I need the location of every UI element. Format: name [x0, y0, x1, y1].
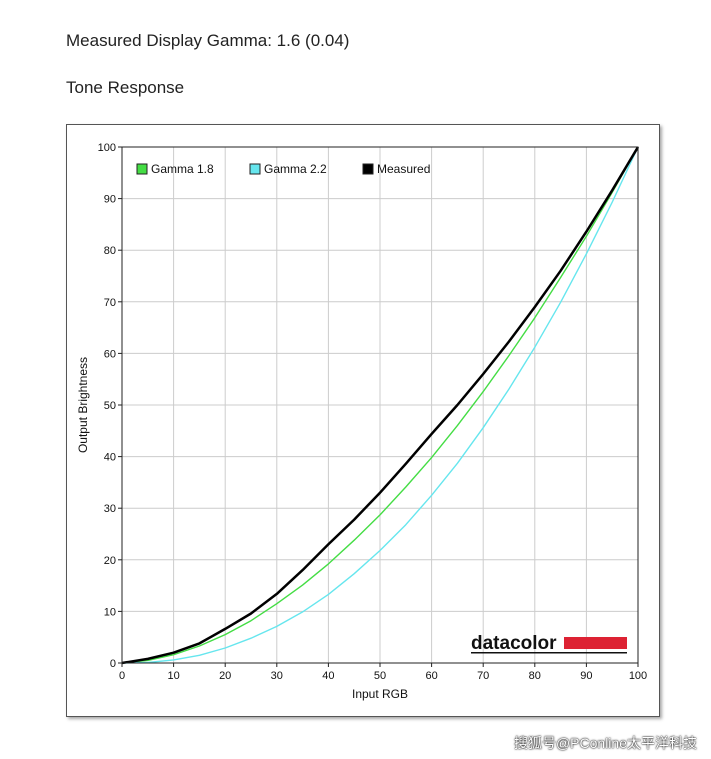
legend-label: Measured [377, 162, 430, 176]
x-tick-label: 20 [219, 670, 231, 682]
legend-label: Gamma 2.2 [264, 162, 327, 176]
grid-layer [121, 146, 639, 664]
series-line-gamma22 [121, 146, 639, 664]
x-axis-label: Input RGB [352, 687, 408, 701]
watermark-text: 搜狐号@PConline太平洋科技 [513, 735, 697, 751]
x-tick-label: 50 [374, 670, 386, 682]
x-tick-label: 30 [271, 670, 283, 682]
y-tick-label: 100 [98, 142, 116, 154]
x-tick-label: 100 [629, 670, 647, 682]
y-axis-label: Output Brightness [76, 357, 90, 453]
chart-canvas: 0 10 20 30 40 50 60 70 80 90 100 0 10 20 30 40 50 60 70 80 9… [76, 142, 648, 701]
legend-swatch [136, 163, 148, 175]
legend-item-gamma22: Gamma 2.2 [249, 162, 327, 176]
series-layer [121, 146, 640, 665]
tone-response-chart: 0 10 20 30 40 50 60 70 80 90 100 0 10 20 30 40 50 60 70 80 9… [66, 124, 660, 717]
y-tick-label: 10 [104, 606, 116, 618]
y-tick-label: 60 [104, 348, 116, 360]
x-tick-label: 90 [580, 670, 592, 682]
series-line-gamma18 [121, 146, 639, 664]
legend-swatch [249, 163, 261, 175]
legend-swatch [362, 163, 374, 175]
series-line-measured [121, 146, 640, 665]
y-tick-label: 20 [104, 555, 116, 567]
x-tick-label: 10 [167, 670, 179, 682]
y-tick-label: 80 [104, 245, 116, 257]
x-tick-label: 60 [425, 670, 437, 682]
y-tick-label: 90 [104, 194, 116, 206]
axis-layer: 0 10 20 30 40 50 60 70 80 90 100 0 10 20 30 40 50 60 70 80 9… [98, 142, 648, 682]
datacolor-logo-bar [564, 637, 627, 649]
datacolor-logo-underline [471, 652, 627, 654]
datacolor-logo-text: datacolor [471, 633, 557, 654]
measured-gamma-heading: Measured Display Gamma: 1.6 (0.04) [66, 31, 350, 50]
chart-legend: Gamma 1.8 Gamma 2.2 Measured [136, 162, 430, 176]
y-tick-label: 40 [104, 452, 116, 464]
y-tick-label: 0 [110, 658, 116, 670]
legend-label: Gamma 1.8 [151, 162, 214, 176]
datacolor-logo: datacolor [471, 633, 627, 654]
x-tick-label: 40 [322, 670, 334, 682]
x-tick-label: 80 [529, 670, 541, 682]
y-tick-label: 30 [104, 503, 116, 515]
x-tick-label: 0 [119, 670, 125, 682]
y-tick-label: 50 [104, 400, 116, 412]
x-tick-label: 70 [477, 670, 489, 682]
y-tick-label: 70 [104, 297, 116, 309]
legend-item-gamma18: Gamma 1.8 [136, 162, 214, 176]
tone-response-title: Tone Response [66, 78, 185, 97]
legend-item-measured: Measured [362, 162, 430, 176]
